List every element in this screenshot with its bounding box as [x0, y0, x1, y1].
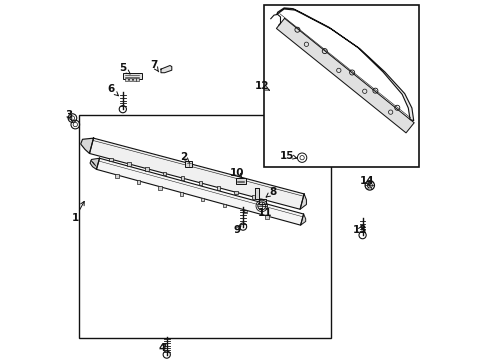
Bar — [201, 198, 204, 201]
Polygon shape — [89, 138, 304, 209]
Bar — [179, 192, 183, 195]
Text: 7: 7 — [150, 60, 157, 70]
Polygon shape — [90, 158, 99, 169]
Bar — [129, 78, 132, 81]
Polygon shape — [161, 66, 171, 73]
Text: 2: 2 — [179, 152, 186, 162]
Bar — [133, 78, 136, 81]
Bar — [265, 215, 268, 219]
Bar — [252, 195, 255, 199]
Bar — [122, 73, 141, 79]
Polygon shape — [81, 138, 93, 153]
Text: 6: 6 — [107, 84, 115, 94]
Bar — [222, 204, 225, 207]
Bar — [137, 180, 140, 184]
Bar — [235, 178, 245, 184]
Bar — [125, 78, 127, 81]
Text: 13: 13 — [352, 225, 366, 235]
Text: 14: 14 — [359, 176, 373, 186]
Bar — [109, 158, 113, 161]
Text: 5: 5 — [119, 63, 126, 73]
Text: 10: 10 — [229, 168, 244, 178]
Bar — [181, 176, 184, 180]
Bar — [198, 181, 202, 185]
Polygon shape — [96, 158, 303, 225]
Bar — [185, 161, 192, 167]
Bar — [127, 162, 130, 166]
Bar — [115, 174, 119, 178]
Text: 8: 8 — [269, 186, 276, 197]
Text: 1: 1 — [72, 213, 79, 223]
Text: 3: 3 — [65, 110, 72, 120]
Bar — [136, 78, 139, 81]
Polygon shape — [300, 194, 306, 209]
Polygon shape — [276, 18, 413, 133]
Bar — [244, 210, 247, 213]
Bar — [216, 186, 220, 190]
Text: 11: 11 — [258, 208, 272, 218]
Polygon shape — [300, 214, 305, 225]
Bar — [264, 5, 418, 167]
Text: 15: 15 — [279, 150, 294, 161]
Text: 12: 12 — [254, 81, 268, 91]
Bar — [158, 186, 161, 190]
Bar — [163, 172, 166, 175]
Polygon shape — [255, 188, 265, 204]
Polygon shape — [276, 8, 413, 121]
Bar — [144, 167, 148, 171]
Bar — [79, 115, 330, 338]
Text: 9: 9 — [233, 225, 240, 235]
Bar — [234, 191, 238, 194]
Text: 4: 4 — [158, 343, 165, 354]
